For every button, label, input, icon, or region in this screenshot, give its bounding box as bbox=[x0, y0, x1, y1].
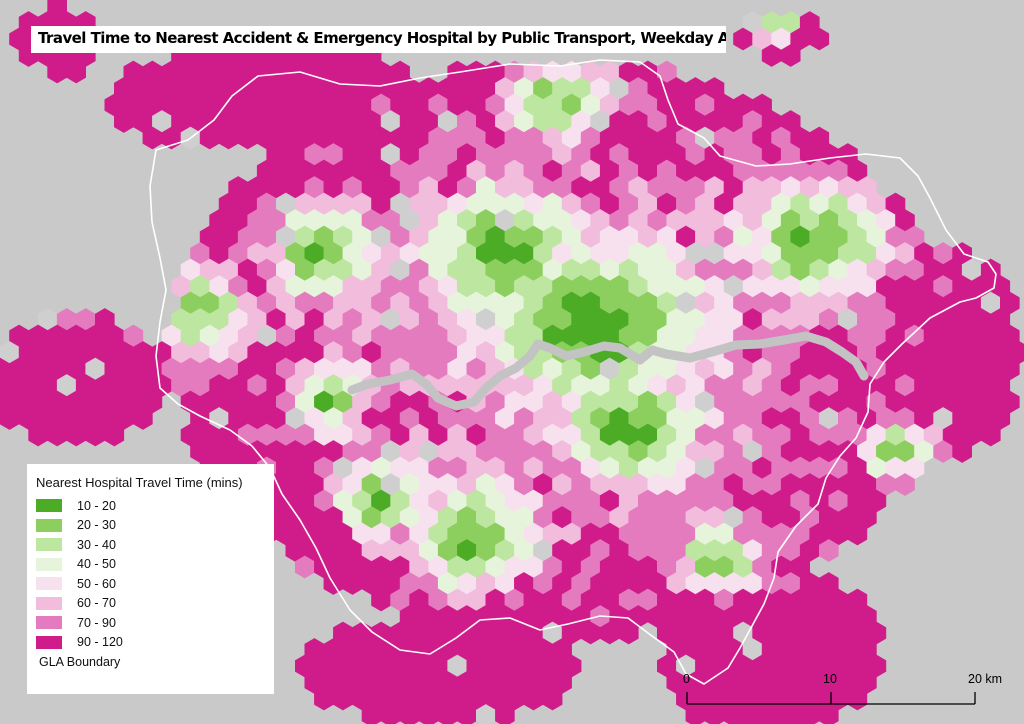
map-title: Travel Time to Nearest Accident & Emerge… bbox=[31, 26, 726, 53]
legend-label: 40 - 50 bbox=[77, 557, 116, 572]
hex-cell bbox=[133, 407, 153, 430]
legend-title: Nearest Hospital Travel Time (mins) bbox=[36, 475, 243, 490]
hex-cell bbox=[895, 473, 915, 496]
scale-bar: 0 10 20 km bbox=[682, 670, 1002, 710]
hex-cell bbox=[952, 440, 973, 463]
legend-label: 60 - 70 bbox=[77, 596, 116, 611]
hex-cell bbox=[809, 27, 830, 51]
legend-swatch bbox=[36, 518, 62, 532]
legend-item: 40 - 50 bbox=[36, 555, 265, 575]
legend-label: 70 - 90 bbox=[77, 615, 116, 630]
hex-cell bbox=[775, 720, 787, 724]
hex-cell bbox=[66, 60, 86, 84]
legend-swatch bbox=[36, 499, 62, 513]
hex-cell bbox=[737, 720, 749, 724]
legend-label: GLA Boundary bbox=[39, 654, 121, 669]
legend-item: 10 - 20 bbox=[36, 496, 265, 516]
scale-label-10: 10 bbox=[823, 672, 837, 686]
hex-cell bbox=[780, 44, 801, 67]
legend: Nearest Hospital Travel Time (mins) 10 -… bbox=[27, 464, 274, 694]
scale-label-0: 0 bbox=[683, 672, 690, 686]
hex-cell bbox=[847, 522, 868, 546]
legend-swatch bbox=[36, 557, 62, 571]
legend-label: 90 - 120 bbox=[77, 635, 123, 650]
legend-swatch bbox=[36, 596, 62, 610]
legend-swatch bbox=[36, 635, 62, 649]
legend-label: 30 - 40 bbox=[77, 537, 116, 552]
scale-bar-line bbox=[686, 692, 976, 705]
legend-item-boundary: GLA Boundary bbox=[36, 652, 265, 672]
scale-label-20: 20 km bbox=[968, 672, 1003, 686]
hex-cell bbox=[980, 423, 1001, 447]
legend-item: 70 - 90 bbox=[36, 613, 265, 633]
legend-item: 50 - 60 bbox=[36, 574, 265, 594]
legend-swatch bbox=[36, 538, 62, 552]
legend-item: 60 - 70 bbox=[36, 594, 265, 614]
legend-swatch bbox=[36, 616, 62, 630]
hex-cell bbox=[818, 539, 839, 562]
legend-item: 20 - 30 bbox=[36, 516, 265, 536]
legend-label: 20 - 30 bbox=[77, 518, 116, 533]
hex-cell bbox=[756, 720, 768, 724]
hex-cell bbox=[495, 704, 515, 724]
legend-label: 10 - 20 bbox=[77, 498, 116, 513]
legend-item: 30 - 40 bbox=[36, 535, 265, 555]
legend-item: 90 - 120 bbox=[36, 633, 265, 653]
river-thames bbox=[347, 331, 869, 411]
hex-cell bbox=[618, 621, 639, 645]
hex-cell bbox=[542, 687, 563, 711]
legend-label: 50 - 60 bbox=[77, 576, 116, 591]
hex-cell bbox=[104, 423, 125, 447]
hex-cell bbox=[794, 720, 806, 724]
gla-boundary bbox=[149, 59, 997, 685]
legend-swatch bbox=[36, 577, 62, 591]
